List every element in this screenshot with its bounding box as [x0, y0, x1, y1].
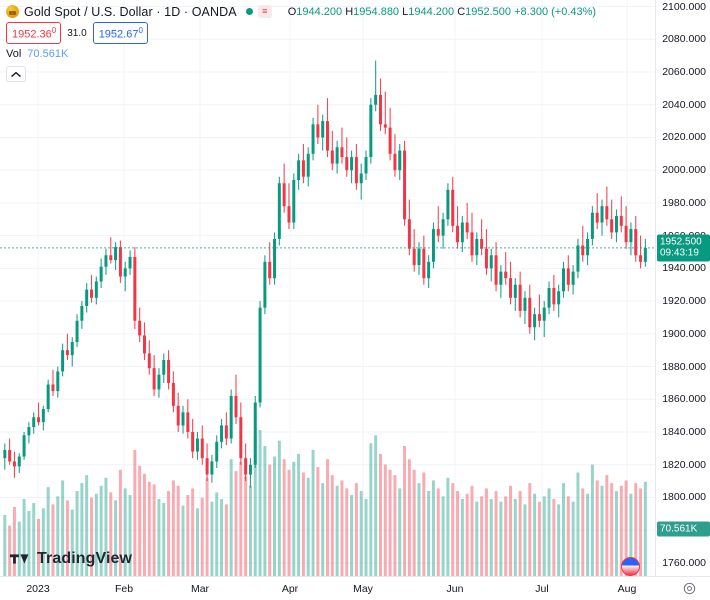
- volume-price-tag[interactable]: 70.561K: [657, 521, 710, 537]
- price-tick-label: 1880.000: [662, 360, 706, 373]
- price-axis[interactable]: 2100.000 2080.000 2060.000 2040.000 2020.000…: [655, 0, 710, 576]
- time-axis[interactable]: 2023 Feb Mar Apr May Jun Jul Aug: [0, 576, 710, 600]
- price-tick-label: 1800.000: [662, 491, 706, 504]
- price-tick-label: 1900.000: [662, 327, 706, 340]
- tradingview-logo-icon: [10, 554, 29, 564]
- time-tick-label: Feb: [114, 583, 134, 595]
- price-tick-label: 1760.000: [662, 556, 706, 569]
- axis-settings-icon[interactable]: [683, 582, 696, 595]
- chevron-up-icon: [11, 71, 21, 77]
- time-tick-label: Aug: [617, 583, 637, 595]
- chart-plot-area[interactable]: [0, 0, 655, 576]
- time-tick-label: Jun: [446, 583, 464, 595]
- candlestick-canvas[interactable]: [0, 0, 655, 576]
- time-tick-label: Mar: [190, 583, 210, 595]
- us-flag-marker-icon[interactable]: [621, 557, 640, 576]
- time-tick-label: Jul: [535, 583, 549, 595]
- current-price-value: 1952.500: [660, 236, 702, 248]
- price-tick-label: 2000.000: [662, 164, 706, 177]
- tradingview-watermark: TradingView: [10, 550, 132, 568]
- current-price-time: 09:43:19: [660, 247, 699, 259]
- price-tick-label: 1940.000: [662, 262, 706, 275]
- current-price-tag[interactable]: 1952.500 09:43:19: [657, 234, 710, 262]
- price-tick-label: 2100.000: [662, 0, 706, 13]
- price-tick-label: 2080.000: [662, 33, 706, 46]
- price-tick-label: 1920.000: [662, 295, 706, 308]
- price-tick-label: 2040.000: [662, 98, 706, 111]
- time-tick-label: 2023: [26, 583, 50, 595]
- price-tick-label: 1980.000: [662, 196, 706, 209]
- price-tick-label: 1860.000: [662, 393, 706, 406]
- time-tick-label: Apr: [281, 583, 299, 595]
- tradingview-wordmark: TradingView: [37, 550, 133, 567]
- time-tick-label: May: [353, 583, 373, 595]
- price-tick-label: 2020.000: [662, 131, 706, 144]
- price-tick-label: 2060.000: [662, 66, 706, 78]
- price-tick-label: 1820.000: [662, 458, 706, 471]
- legend-collapse-button[interactable]: [6, 66, 26, 82]
- price-tick-label: 1840.000: [662, 426, 706, 438]
